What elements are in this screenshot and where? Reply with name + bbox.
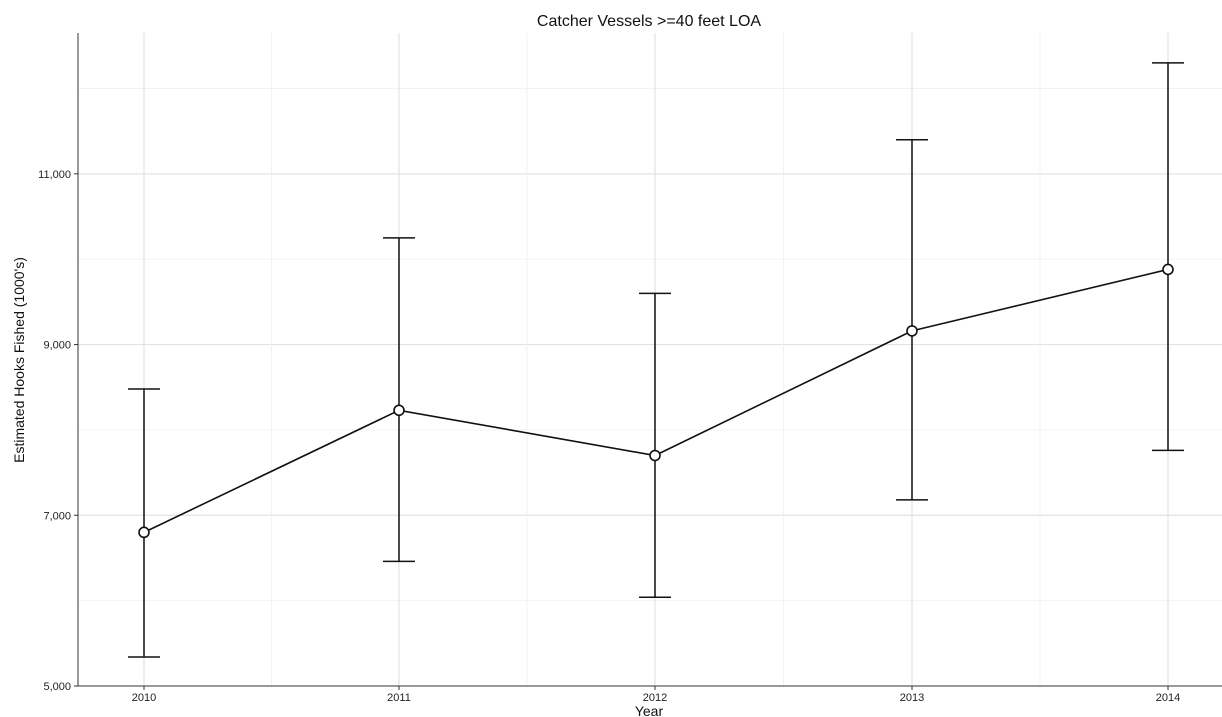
y-axis-title: Estimated Hooks Fished (1000's): [11, 257, 27, 463]
x-tick-label: 2012: [643, 692, 667, 704]
data-point: [906, 325, 918, 337]
data-point: [649, 449, 661, 462]
y-tick-label: 11,000: [38, 169, 71, 181]
data-point: [138, 526, 150, 539]
chart-title: Catcher Vessels >=40 feet LOA: [537, 13, 761, 30]
x-tick-label: 2014: [1156, 692, 1180, 704]
x-tick-label: 2013: [900, 692, 924, 704]
axis-layer: [77, 33, 1222, 687]
x-tick-label: 2010: [132, 692, 156, 704]
data-point: [393, 404, 405, 417]
point-layer: [138, 263, 1174, 539]
error-bar-layer: [128, 62, 1184, 658]
x-tick-label: 2011: [387, 692, 411, 704]
data-point: [1162, 263, 1174, 276]
series-line: [143, 268, 1169, 534]
x-axis-title: Year: [635, 703, 664, 717]
tick-layer: 5,000 7,000 9,000 11,000 2010 2011 2012 2013 201…: [38, 169, 1180, 704]
y-tick-label: 5,000: [43, 681, 71, 693]
grid-layer: [78, 33, 1222, 686]
y-tick-label: 7,000: [43, 510, 71, 522]
y-tick-label: 9,000: [43, 340, 71, 352]
